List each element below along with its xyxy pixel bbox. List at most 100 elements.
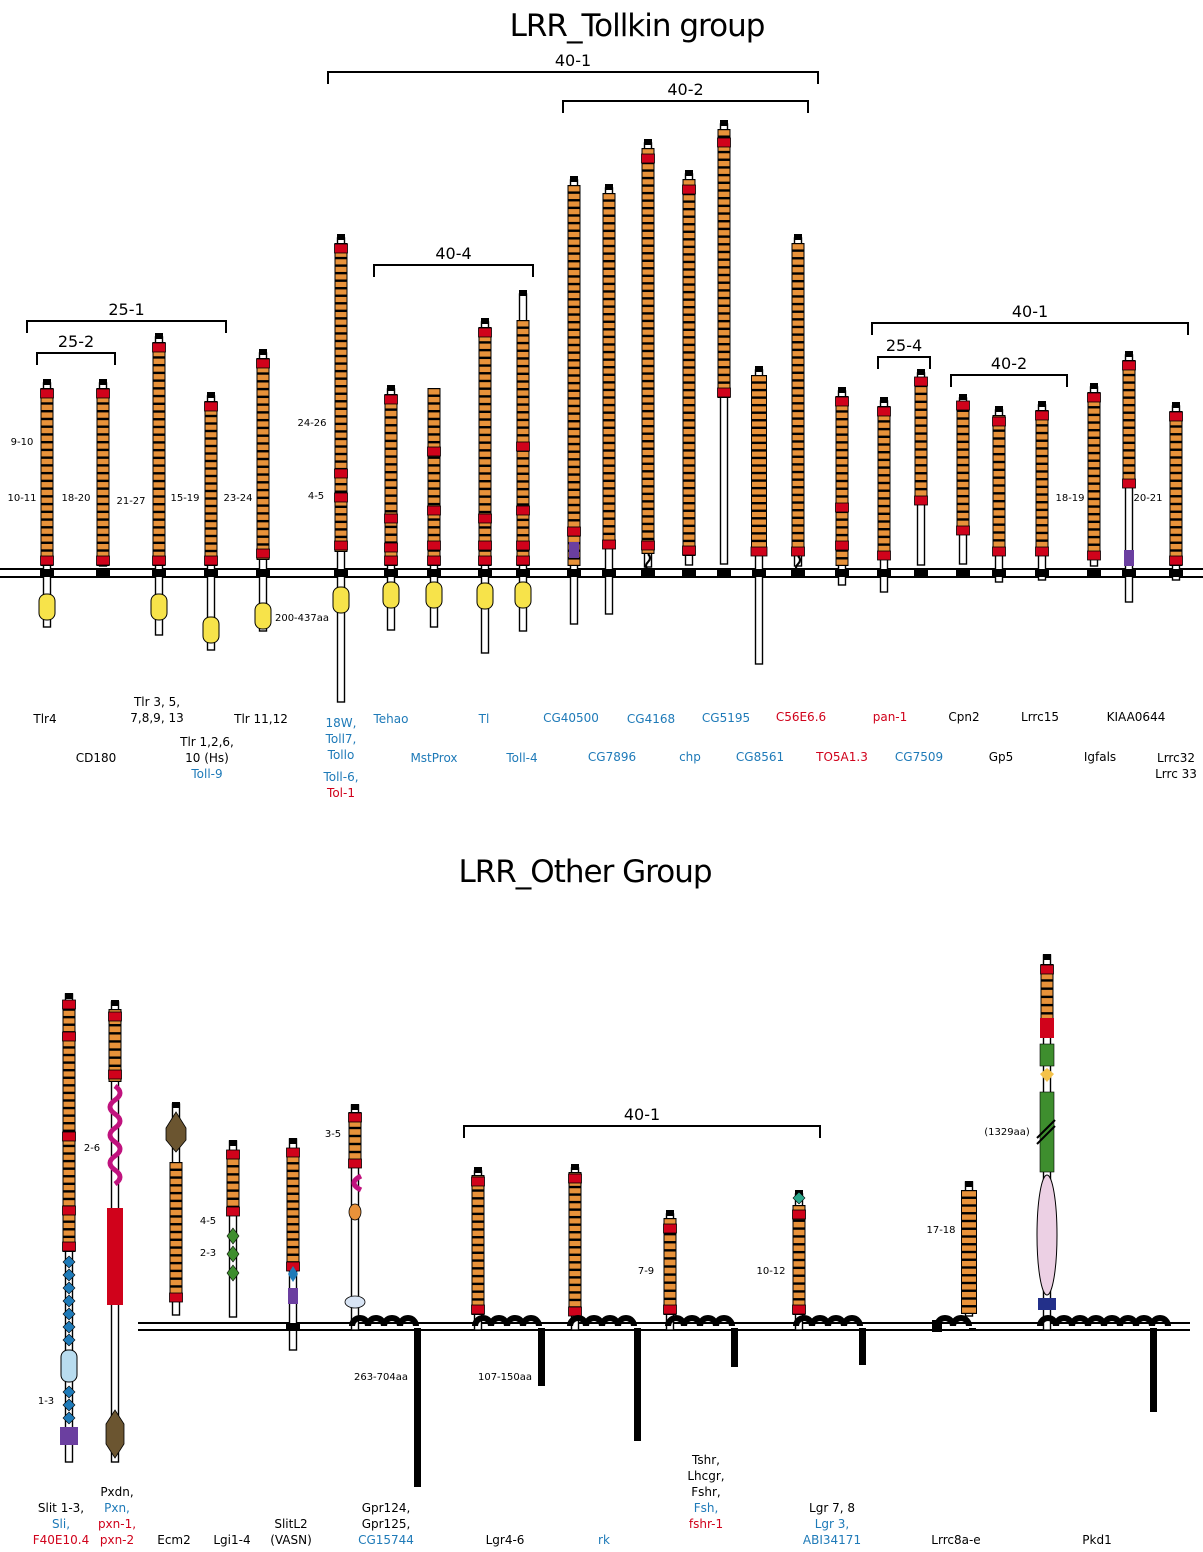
lrr-repeat	[41, 404, 53, 411]
lrr-repeat	[642, 427, 654, 433]
lrr-repeat	[1123, 451, 1135, 457]
lrr-repeat	[603, 398, 615, 404]
lrr-repeat	[63, 1025, 75, 1032]
lrr-repeat	[683, 195, 695, 201]
lrr-repeat	[257, 444, 269, 451]
lrr-repeat	[205, 454, 217, 460]
lrr-repeat	[472, 1183, 484, 1190]
lrr-repeat	[153, 474, 165, 480]
lrr-repeat	[569, 1278, 581, 1284]
lrr-repeat	[472, 1230, 484, 1237]
lrr-repeat	[1123, 376, 1135, 382]
lrr-repeat	[642, 307, 654, 313]
lrr-repeat	[664, 1259, 676, 1266]
lrr-repeat	[568, 445, 580, 451]
lrr-repeat	[41, 497, 53, 503]
protein-label-cg8561: CG8561	[736, 750, 784, 764]
lrr-repeat	[993, 439, 1005, 446]
lrr-repeat	[41, 443, 53, 449]
ldla-domain	[792, 1191, 806, 1205]
protein-label-lgi: Lgi1-4	[213, 1533, 250, 1547]
lrr-repeat	[752, 511, 766, 518]
bracket-layer	[26, 71, 1189, 1138]
range-tlr126: 15-19	[170, 493, 199, 504]
lrr-repeat	[1036, 449, 1048, 455]
protein-label-toll6: Toll-6,	[322, 770, 358, 784]
lrr-cap-domain	[516, 555, 530, 566]
lrr-repeat	[385, 418, 397, 425]
lrr-repeat	[957, 435, 969, 441]
protein-label-tshr: Lhcgr,	[687, 1469, 724, 1483]
lrr-repeat	[153, 482, 165, 488]
lrr-repeat	[569, 1286, 581, 1292]
lrr-repeat	[517, 498, 529, 504]
lrr-repeat	[41, 396, 53, 403]
lrr-repeat	[603, 368, 615, 374]
lrr-repeat	[1123, 413, 1135, 420]
lrr-repeat	[170, 1178, 182, 1185]
lrr-repeat	[472, 1300, 484, 1307]
lrr-repeat	[718, 353, 730, 359]
transmembrane-block	[682, 569, 696, 577]
lrr-repeat	[41, 489, 53, 496]
lrr-repeat	[287, 1233, 299, 1239]
protein-label-tlr126: Tlr 1,2,6,	[179, 735, 234, 749]
bracket-b401r-label: 40-1	[1012, 302, 1048, 321]
lrr-repeat	[1088, 545, 1100, 552]
range-18w-b: 4-5	[308, 491, 324, 502]
lrr-repeat	[170, 1279, 182, 1286]
lrr-repeat	[257, 366, 269, 373]
lrr-repeat	[1088, 431, 1100, 437]
lrr-repeat	[683, 444, 695, 450]
c-terminal-tail	[969, 1328, 976, 1330]
lrr-repeat	[642, 404, 654, 410]
tir-domain	[382, 581, 400, 609]
lrr-repeat	[1170, 536, 1182, 542]
transmembrane-block	[96, 569, 110, 577]
lrr-repeat	[153, 420, 165, 426]
lrr-repeat	[472, 1199, 484, 1205]
lrr-repeat	[335, 485, 347, 491]
lrr-repeat	[993, 447, 1005, 453]
lrr-repeat	[683, 232, 695, 239]
lrr-repeat	[792, 503, 804, 509]
cap-block	[571, 1164, 579, 1170]
lrr-repeat	[335, 281, 347, 288]
lrr-cap-domain	[877, 550, 891, 561]
lrr-repeat	[153, 374, 165, 380]
lrr-repeat	[642, 149, 654, 155]
peroxidase-domain	[107, 1208, 123, 1305]
cap-block	[111, 1000, 119, 1006]
lrr-repeat	[257, 491, 269, 497]
lrr-repeat	[41, 528, 53, 534]
transmembrane-block	[427, 569, 441, 577]
lrr-repeat	[109, 1026, 121, 1033]
lrr-repeat	[227, 1159, 239, 1166]
lrr-repeat	[792, 274, 804, 280]
lrr-repeat	[1123, 428, 1135, 435]
lrr-repeat	[683, 504, 695, 510]
lrr-repeat	[335, 500, 347, 506]
lrr-repeat	[915, 482, 927, 488]
lrr-repeat	[170, 1209, 182, 1216]
cap-block	[794, 234, 802, 240]
lrr-repeat	[41, 520, 53, 527]
lrr-repeat	[428, 412, 440, 418]
protein-label-cg4168: CG4168	[627, 712, 675, 726]
lrr-repeat	[205, 522, 217, 528]
lrr-repeat	[683, 270, 695, 276]
protein-label-pxdn: Pxn,	[104, 1501, 130, 1515]
lrr-repeat	[957, 505, 969, 511]
lrr-repeat	[642, 532, 654, 538]
lrr-repeat	[517, 436, 529, 442]
lrr-repeat	[793, 1206, 805, 1212]
lrr-repeat	[642, 359, 654, 365]
lrr-repeat	[97, 443, 109, 449]
lrr-repeat	[603, 451, 615, 457]
lrr-repeat	[1036, 457, 1048, 463]
egf-repeat	[62, 1255, 76, 1269]
lrr-repeat	[1088, 515, 1100, 521]
lrr-repeat	[957, 458, 969, 464]
lrr-repeat	[287, 1202, 299, 1208]
lrr-repeat	[569, 1240, 581, 1247]
